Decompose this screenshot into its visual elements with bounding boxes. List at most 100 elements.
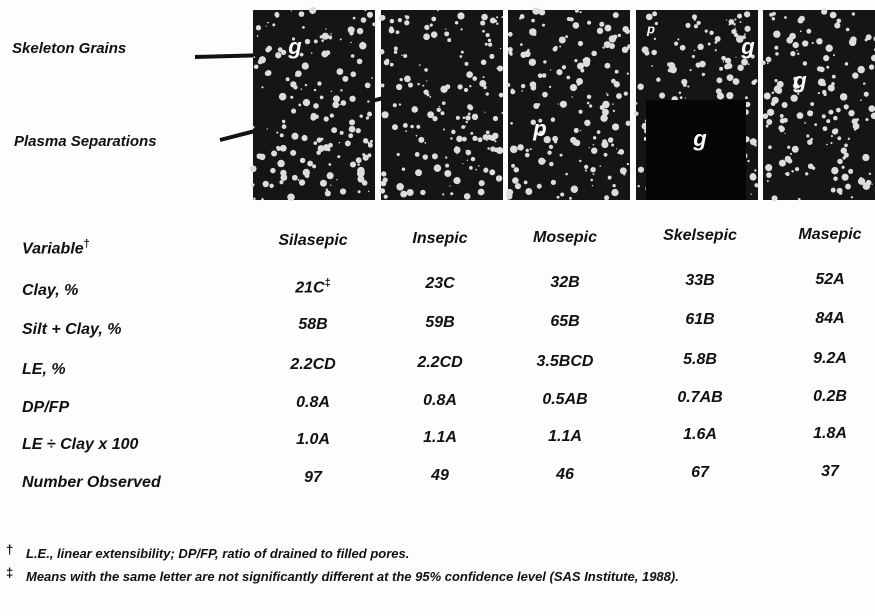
speck	[529, 148, 532, 151]
table-cell: 0.2B	[813, 388, 847, 406]
speck	[536, 183, 542, 189]
table-cell: 37	[821, 463, 839, 481]
speck	[851, 118, 858, 125]
speck	[415, 169, 423, 177]
speck	[848, 38, 857, 47]
speck	[699, 60, 706, 68]
speck	[834, 22, 841, 29]
speck	[463, 87, 469, 93]
table-cell: 59B	[425, 314, 454, 332]
speck	[722, 61, 725, 63]
speck	[823, 55, 830, 62]
speck	[599, 21, 605, 27]
speck	[848, 168, 854, 174]
cell-text: Silt + Clay, %	[22, 321, 122, 338]
speck	[787, 145, 791, 149]
speck	[592, 136, 597, 140]
speck	[747, 159, 750, 163]
speck	[579, 159, 582, 163]
speck	[547, 150, 552, 155]
speck	[830, 134, 834, 138]
cell-text: 61B	[685, 311, 715, 328]
speck	[530, 119, 537, 125]
speck	[591, 50, 597, 57]
speck	[313, 88, 317, 92]
table-cell: 84A	[815, 310, 844, 328]
speck	[588, 104, 593, 108]
speck	[774, 45, 779, 50]
speck	[678, 91, 682, 95]
speck	[722, 95, 725, 98]
speck	[868, 105, 875, 112]
speck	[599, 165, 602, 167]
speck	[290, 149, 297, 156]
speck	[362, 171, 365, 175]
table-cell: 46	[556, 466, 574, 484]
speck	[754, 143, 757, 147]
table-cell: 2.2CD	[417, 354, 462, 372]
table-cell: Number Observed	[22, 474, 161, 492]
speck	[266, 128, 268, 130]
speck	[431, 153, 438, 160]
speck	[367, 190, 370, 193]
speck	[478, 180, 485, 187]
cell-text: 21C	[295, 278, 325, 296]
micrograph-label: g	[740, 34, 755, 59]
speck	[310, 114, 317, 121]
speck	[420, 189, 426, 196]
speck	[436, 107, 442, 113]
speck	[605, 92, 608, 94]
speck	[432, 116, 438, 122]
cell-text: 37	[821, 462, 839, 480]
cell-text: 1.0A	[296, 430, 330, 448]
speck	[304, 83, 308, 87]
speck	[498, 92, 504, 98]
speck	[442, 128, 445, 131]
speck	[737, 64, 744, 71]
speck	[651, 49, 657, 56]
speck	[744, 25, 751, 32]
speck	[253, 197, 256, 200]
speck	[848, 109, 855, 117]
speck	[525, 188, 533, 196]
speck	[831, 74, 836, 79]
speck	[520, 51, 527, 58]
speck	[653, 37, 657, 41]
speck	[517, 144, 524, 151]
speck	[576, 77, 584, 85]
speck	[415, 134, 418, 137]
speck	[601, 141, 609, 149]
speck	[747, 63, 750, 66]
speck	[826, 119, 831, 124]
speck	[679, 96, 683, 100]
speck	[364, 82, 371, 89]
speck	[625, 120, 631, 126]
speck	[870, 112, 875, 120]
speck	[807, 163, 814, 170]
speck	[348, 133, 354, 139]
speck	[528, 58, 537, 66]
speck	[829, 11, 837, 19]
speck	[614, 69, 619, 74]
cell-text: Clay, %	[22, 282, 79, 299]
speck	[592, 173, 595, 176]
table-cell: 32B	[550, 274, 579, 292]
speck	[796, 112, 804, 119]
speck	[735, 35, 744, 43]
speck	[382, 177, 388, 183]
speck	[465, 149, 468, 152]
speck	[606, 93, 609, 96]
speck	[556, 195, 560, 199]
speck	[844, 143, 848, 148]
speck	[709, 30, 714, 35]
speck	[510, 121, 513, 125]
table-cell: 0.8A	[296, 394, 330, 412]
micrograph	[508, 10, 630, 200]
footnote-mark: †	[6, 542, 14, 557]
speck	[637, 166, 645, 173]
speck	[641, 46, 649, 54]
speck	[449, 185, 451, 187]
speck	[440, 85, 448, 93]
speck	[507, 31, 513, 37]
speck	[616, 93, 622, 99]
